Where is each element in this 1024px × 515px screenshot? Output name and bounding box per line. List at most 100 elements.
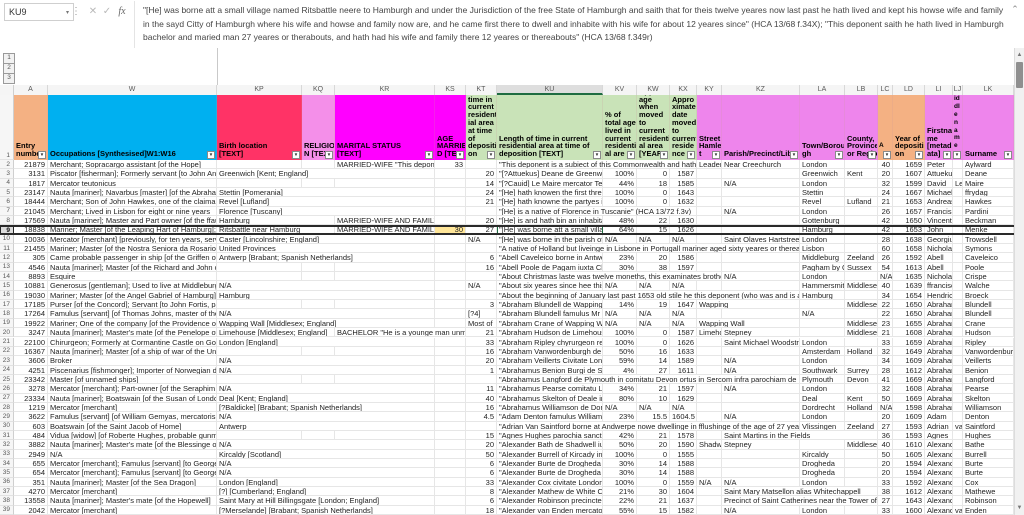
cell-KP2[interactable]: [217, 160, 302, 170]
cell-LA18[interactable]: N/A: [800, 309, 845, 319]
cell-LC24[interactable]: 28: [878, 365, 893, 375]
cell-KY19[interactable]: Wapping Wall: [697, 318, 800, 329]
cell-LC36[interactable]: 33: [878, 477, 893, 487]
cell-KT31[interactable]: 15: [466, 430, 497, 441]
cell-LA25[interactable]: Plymouth: [800, 374, 845, 385]
cell-W38[interactable]: Nauta [mariner]; Master's mate [of the H…: [48, 496, 217, 506]
cell-A10[interactable]: 10036: [14, 234, 48, 245]
cell-LJ12[interactable]: [953, 253, 963, 263]
cell-KP27[interactable]: Deal [Kent; England]: [217, 393, 435, 403]
cell-A27[interactable]: 23334: [14, 393, 48, 403]
cell-KY21[interactable]: [697, 337, 722, 347]
cell-KS8[interactable]: [435, 216, 466, 226]
cell-KY38[interactable]: [697, 496, 722, 506]
cell-KW37[interactable]: 30: [637, 486, 670, 497]
cell-KP3[interactable]: Greenwich [Kent; England]: [217, 169, 435, 179]
cell-KU32[interactable]: "Alexander Bath de Shadwell iuxta: [497, 440, 603, 450]
cell-LD3[interactable]: 1607: [893, 169, 925, 179]
cell-W18[interactable]: Famulus [servant] [of Thomas Johns, mast…: [48, 309, 217, 319]
cell-LD7[interactable]: 1657: [893, 206, 925, 217]
cell-KY23[interactable]: [697, 356, 722, 366]
cell-KP8[interactable]: Hamburg: [217, 216, 335, 226]
row-header-33[interactable]: 33: [0, 449, 14, 459]
cell-LJ5[interactable]: [953, 188, 963, 198]
cell-KP15[interactable]: N/A: [217, 281, 435, 291]
cell-LD26[interactable]: 1608: [893, 384, 925, 394]
cell-LA30[interactable]: Vlissingen: [800, 421, 845, 431]
cell-LK34[interactable]: Burte: [963, 458, 1014, 469]
cell-LD10[interactable]: 1638: [893, 234, 925, 245]
cell-LI4[interactable]: David: [925, 178, 953, 188]
cell-LD35[interactable]: 1594: [893, 468, 925, 478]
cell-KU6[interactable]: "[He] hath knowne the partyes int: [497, 197, 603, 207]
cell-KV17[interactable]: 14%: [603, 300, 637, 310]
cell-KV35[interactable]: 30%: [603, 468, 637, 478]
cell-LC23[interactable]: 34: [878, 356, 893, 366]
cell-KS3[interactable]: [435, 169, 466, 179]
cell-LK35[interactable]: Burte: [963, 468, 1014, 478]
column-header-KX[interactable]: Approximate date moved to current reside…: [670, 95, 697, 160]
cell-LK23[interactable]: Veillerts: [963, 356, 1014, 366]
cell-LC20[interactable]: 21: [878, 328, 893, 338]
vertical-scrollbar[interactable]: ▲ ▼: [1014, 48, 1024, 515]
cell-W25[interactable]: Master [of unnamed ships]: [48, 374, 217, 385]
cell-KT10[interactable]: N/A: [466, 234, 497, 245]
cell-LK15[interactable]: Walche: [963, 281, 1014, 291]
scrollbar-thumb[interactable]: [1016, 62, 1023, 88]
column-header-KZ[interactable]: Parish/Precinct/Libe ▼: [722, 95, 800, 160]
cell-A8[interactable]: 17569: [14, 216, 48, 226]
cell-KY8[interactable]: [697, 216, 722, 226]
cell-LI24[interactable]: Abrahamus: [925, 365, 953, 375]
cell-KS25[interactable]: [435, 374, 466, 385]
row-header-27[interactable]: 27: [0, 393, 14, 403]
row-header-39[interactable]: 39: [0, 505, 14, 515]
cell-LA29[interactable]: London: [800, 412, 845, 422]
column-letter-KS[interactable]: KS: [435, 85, 466, 95]
cell-KU24[interactable]: "Abrahamus Benion Burgi de Sout: [497, 365, 603, 375]
filter-dropdown-icon[interactable]: ▼: [868, 151, 876, 159]
cell-LD4[interactable]: 1599: [893, 178, 925, 188]
cell-LJ29[interactable]: [953, 412, 963, 422]
cell-LB34[interactable]: [845, 458, 878, 469]
cell-KW10[interactable]: N/A: [637, 234, 670, 245]
cell-KX20[interactable]: 1587: [670, 328, 697, 338]
cell-LD27[interactable]: 1669: [893, 393, 925, 403]
cell-KV39[interactable]: 55%: [603, 505, 637, 515]
cell-LI10[interactable]: Georgius: [925, 234, 953, 245]
cell-KR31[interactable]: [335, 430, 435, 441]
cell-KX23[interactable]: 1589: [670, 356, 697, 366]
cell-LK4[interactable]: Maire: [963, 178, 1014, 188]
cell-KW23[interactable]: 14: [637, 356, 670, 366]
cell-LK17[interactable]: Blundell: [963, 300, 1014, 310]
cell-A28[interactable]: 1219: [14, 402, 48, 413]
cell-LJ17[interactable]: [953, 300, 963, 310]
cell-KY6[interactable]: [697, 197, 722, 207]
row-header-12[interactable]: 12: [0, 253, 14, 263]
cell-KV13[interactable]: 30%: [603, 262, 637, 273]
cell-KT33[interactable]: 50: [466, 449, 497, 459]
name-box[interactable]: KU9 ▾: [4, 3, 74, 21]
cell-KS5[interactable]: [435, 188, 466, 198]
cell-KX8[interactable]: 1630: [670, 216, 697, 226]
cell-A34[interactable]: 655: [14, 458, 48, 469]
cell-KV5[interactable]: 100%: [603, 188, 637, 198]
cell-LA28[interactable]: Dordrecht: [800, 402, 845, 413]
cell-LJ21[interactable]: [953, 337, 963, 347]
cell-KZ3[interactable]: [722, 169, 800, 179]
cell-KY12[interactable]: [697, 253, 722, 263]
cell-KW5[interactable]: 0: [637, 188, 670, 198]
cell-KX17[interactable]: 1647: [670, 300, 697, 310]
cell-KU39[interactable]: "Alexander van Enden mercator te: [497, 505, 603, 515]
cell-LK14[interactable]: Crispe: [963, 272, 1014, 282]
cell-KW38[interactable]: 21: [637, 496, 670, 506]
cell-LC26[interactable]: 32: [878, 384, 893, 394]
cell-KP14[interactable]: [217, 272, 302, 282]
cell-KX32[interactable]: 1590: [670, 440, 697, 450]
cell-LI23[interactable]: Abrahamus: [925, 356, 953, 366]
cell-KU10[interactable]: "[He] was borne in the parish of C: [497, 234, 603, 245]
cell-KR13[interactable]: [335, 262, 435, 273]
cell-LJ13[interactable]: [953, 262, 963, 273]
cell-A25[interactable]: 23342: [14, 374, 48, 385]
cell-LD15[interactable]: 1639: [893, 281, 925, 291]
cell-KT4[interactable]: 14: [466, 178, 497, 188]
